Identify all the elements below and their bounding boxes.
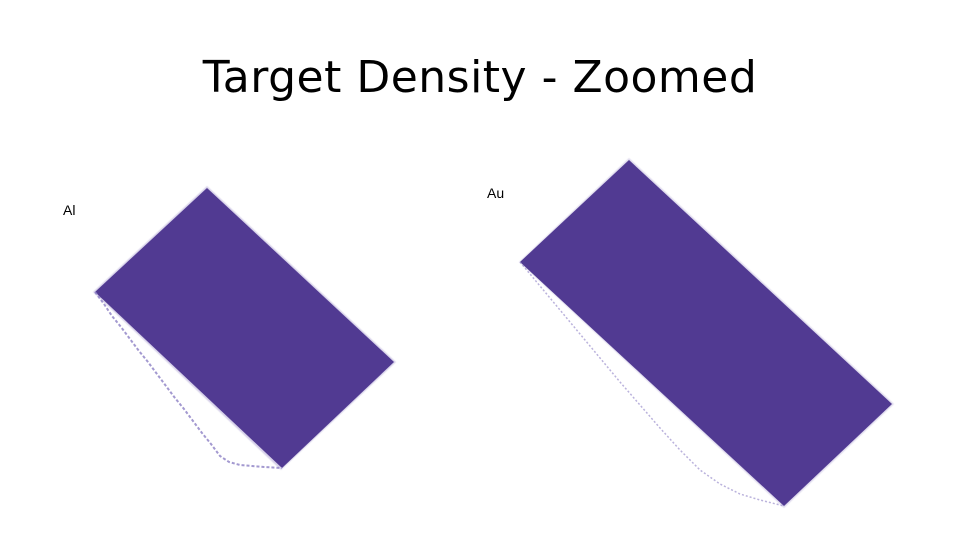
al-label: Al <box>63 202 76 218</box>
al-density-region <box>95 188 394 468</box>
au-density-region <box>520 160 892 506</box>
al-density-ragged-edge <box>94 291 283 469</box>
slide-title: Target Density - Zoomed <box>202 52 758 103</box>
al-density-plot <box>93 186 396 470</box>
au-density-plot <box>519 158 894 508</box>
au-label: Au <box>487 185 505 201</box>
au-density-ragged-edge <box>519 261 785 507</box>
